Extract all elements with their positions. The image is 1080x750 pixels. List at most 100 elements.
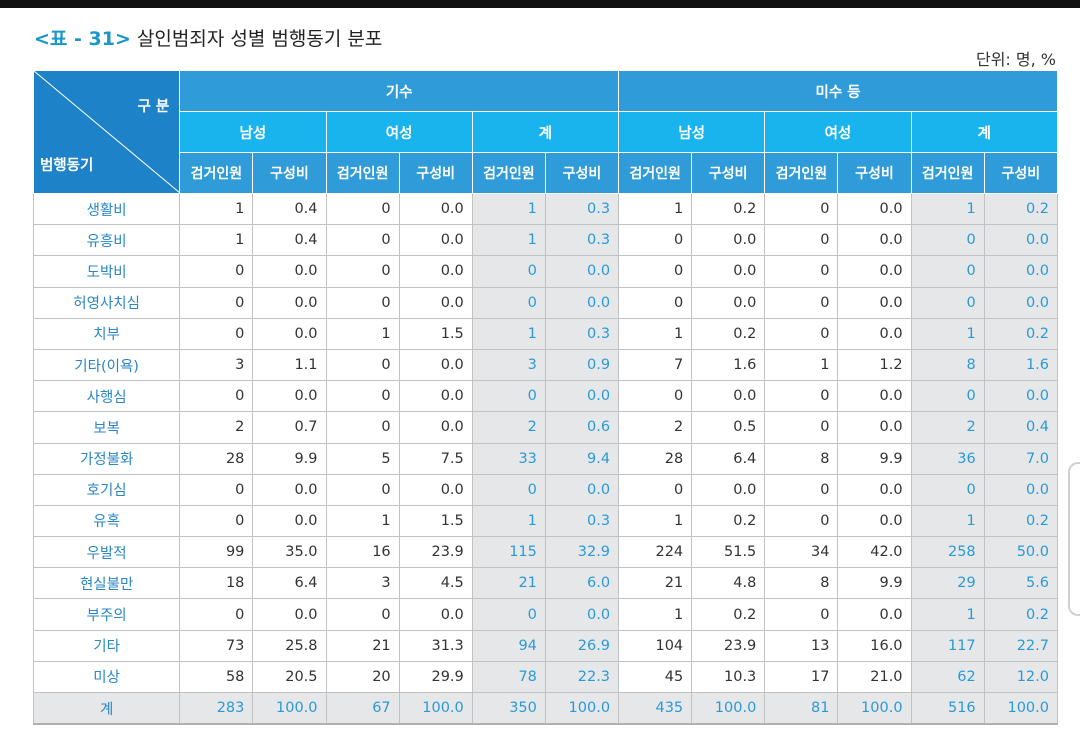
count-cell: 0 xyxy=(618,380,693,413)
motive-label: 호기심 xyxy=(32,473,181,506)
ratio-cell: 50.0 xyxy=(983,536,1059,569)
count-cell: 0 xyxy=(910,473,985,506)
count-cell: 1 xyxy=(471,317,546,350)
count-cell: 34 xyxy=(764,536,839,569)
count-cell: 78 xyxy=(471,660,546,694)
motive-label: 보복 xyxy=(32,411,181,444)
table-row: 유혹 0 0.0 1 1.5 1 0.3 1 0.2 0 0.0 1 0.2 xyxy=(32,504,1059,538)
count-cell: 1 xyxy=(618,504,693,538)
ratio-cell: 0.0 xyxy=(544,598,620,631)
count-cell: 0 xyxy=(325,473,400,506)
scroll-handle[interactable] xyxy=(1068,462,1080,616)
motive-label: 기타 xyxy=(32,629,181,662)
ratio-cell: 0.0 xyxy=(691,286,766,319)
count-cell: 0 xyxy=(764,317,839,350)
metric-header-ratio: 구성비 xyxy=(252,152,327,194)
count-cell: 0 xyxy=(325,348,400,382)
ratio-cell: 23.9 xyxy=(398,536,473,569)
ratio-cell: 0.0 xyxy=(837,255,912,288)
ratio-cell: 6.4 xyxy=(252,567,327,600)
ratio-cell: 0.3 xyxy=(544,504,620,538)
ratio-cell: 7.0 xyxy=(983,442,1059,475)
count-cell: 0 xyxy=(618,286,693,319)
count-cell: 0 xyxy=(325,192,400,226)
count-cell: 2 xyxy=(618,411,693,444)
count-cell: 8 xyxy=(764,442,839,475)
ratio-cell: 0.0 xyxy=(398,224,473,257)
ratio-cell: 0.0 xyxy=(983,286,1059,319)
count-cell: 28 xyxy=(179,442,254,475)
count-cell: 0 xyxy=(179,317,254,350)
count-cell: 5 xyxy=(325,442,400,475)
top-bar xyxy=(0,0,1080,8)
count-cell: 94 xyxy=(471,629,546,662)
table-row: 가정불화 28 9.9 5 7.5 33 9.4 28 6.4 8 9.9 36 7.0 xyxy=(32,442,1059,475)
count-cell: 33 xyxy=(471,442,546,475)
count-cell: 0 xyxy=(471,380,546,413)
ratio-cell: 0.3 xyxy=(544,317,620,350)
ratio-cell: 0.0 xyxy=(837,286,912,319)
count-cell: 0 xyxy=(764,380,839,413)
ratio-cell: 0.0 xyxy=(837,598,912,631)
metric-header-count: 검거인원 xyxy=(764,152,839,194)
gender-header-total: 계 xyxy=(471,111,620,153)
count-cell: 0 xyxy=(179,380,254,413)
total-row: 계 283 100.0 67 100.0 350 100.0 435 100.0 81 100.0 5… xyxy=(32,692,1059,726)
ratio-cell: 0.0 xyxy=(398,473,473,506)
ratio-cell: 1.5 xyxy=(398,504,473,538)
metric-header-count: 검거인원 xyxy=(471,152,546,194)
table-row: 현실불만 18 6.4 3 4.5 21 6.0 21 4.8 8 9.9 29 5.6 xyxy=(32,567,1059,600)
motive-label: 유혹 xyxy=(32,504,181,538)
ratio-cell: 0.0 xyxy=(691,224,766,257)
count-cell: 350 xyxy=(471,692,546,726)
ratio-cell: 0.0 xyxy=(252,473,327,506)
motive-label: 치부 xyxy=(32,317,181,350)
count-cell: 3 xyxy=(179,348,254,382)
count-cell: 104 xyxy=(618,629,693,662)
ratio-cell: 0.9 xyxy=(544,348,620,382)
table-row: 유흥비 1 0.4 0 0.0 1 0.3 0 0.0 0 0.0 0 0.0 xyxy=(32,224,1059,257)
motive-label: 우발적 xyxy=(32,536,181,569)
motive-label: 가정불화 xyxy=(32,442,181,475)
count-cell: 1 xyxy=(618,192,693,226)
count-cell: 1 xyxy=(471,224,546,257)
count-cell: 1 xyxy=(325,504,400,538)
count-cell: 20 xyxy=(325,660,400,694)
count-cell: 0 xyxy=(325,598,400,631)
motive-label: 도박비 xyxy=(32,255,181,288)
table-row: 우발적 99 35.0 16 23.9 115 32.9 224 51.5 34 42.0 258 50… xyxy=(32,536,1059,569)
corner-header: 구 분 범행동기 xyxy=(32,70,181,194)
count-cell: 224 xyxy=(618,536,693,569)
count-cell: 3 xyxy=(471,348,546,382)
ratio-cell: 0.0 xyxy=(983,255,1059,288)
ratio-cell: 0.6 xyxy=(544,411,620,444)
ratio-cell: 0.0 xyxy=(983,380,1059,413)
ratio-cell: 21.0 xyxy=(837,660,912,694)
ratio-cell: 0.2 xyxy=(983,598,1059,631)
count-cell: 58 xyxy=(179,660,254,694)
ratio-cell: 25.8 xyxy=(252,629,327,662)
ratio-cell: 0.4 xyxy=(983,411,1059,444)
ratio-cell: 0.0 xyxy=(252,286,327,319)
count-cell: 0 xyxy=(471,473,546,506)
count-cell: 1 xyxy=(471,504,546,538)
motive-label: 사행심 xyxy=(32,380,181,413)
count-cell: 0 xyxy=(179,598,254,631)
ratio-cell: 7.5 xyxy=(398,442,473,475)
table-title: <표 - 31> 살인범죄자 성별 범행동기 분포 xyxy=(34,24,382,51)
table-row: 부주의 0 0.0 0 0.0 0 0.0 1 0.2 0 0.0 1 0.2 xyxy=(32,598,1059,631)
ratio-cell: 1.6 xyxy=(983,348,1059,382)
count-cell: 0 xyxy=(325,286,400,319)
ratio-cell: 0.0 xyxy=(544,255,620,288)
count-cell: 0 xyxy=(179,286,254,319)
ratio-cell: 1.6 xyxy=(691,348,766,382)
ratio-cell: 35.0 xyxy=(252,536,327,569)
count-cell: 1 xyxy=(618,598,693,631)
ratio-cell: 0.0 xyxy=(398,286,473,319)
ratio-cell: 0.2 xyxy=(983,317,1059,350)
motive-label: 기타(이욕) xyxy=(32,348,181,382)
ratio-cell: 0.0 xyxy=(691,380,766,413)
count-cell: 0 xyxy=(764,192,839,226)
count-cell: 0 xyxy=(764,224,839,257)
count-cell: 8 xyxy=(910,348,985,382)
